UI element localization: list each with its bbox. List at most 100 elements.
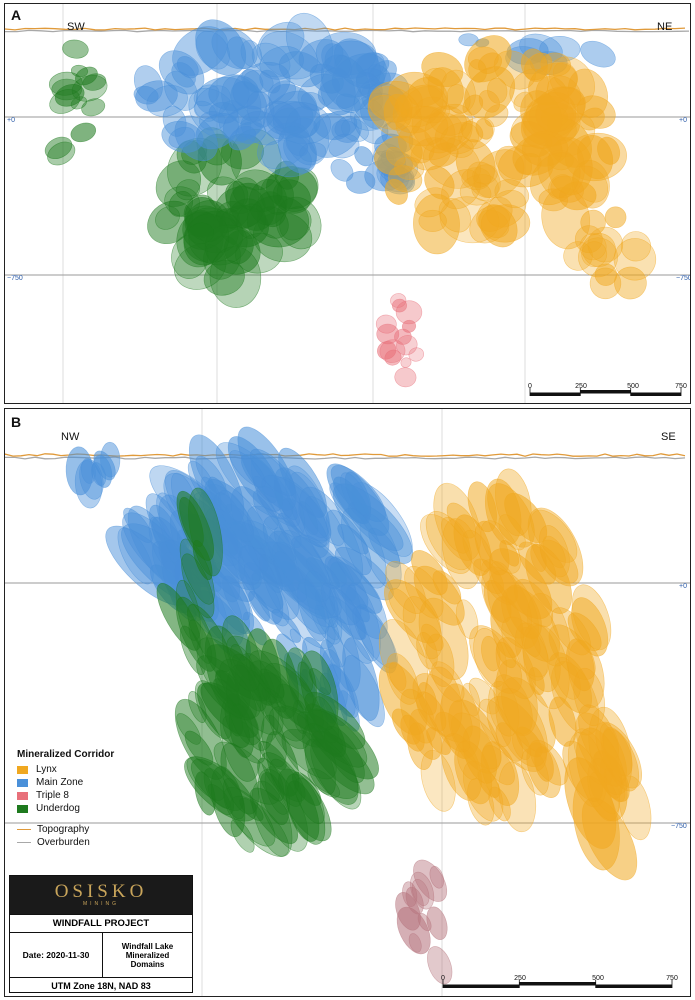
main-zone-domain: [354, 146, 374, 167]
title-block-details: Date: 2020-11-30 Windfall Lake Mineraliz…: [10, 932, 192, 977]
main-zone-domain: [261, 475, 332, 542]
section-panel-b: B NW SE +0 −750 0 250 500 750 Mineralize…: [4, 408, 691, 997]
underdog-domain: [49, 89, 81, 114]
underdog-domain: [196, 655, 257, 721]
lynx-domain: [386, 653, 419, 705]
main-zone-domain: [79, 458, 104, 500]
legend-line-swatch: [17, 829, 31, 830]
lynx-domain: [446, 502, 477, 539]
underdog-domain: [147, 200, 194, 245]
underdog-domain: [229, 198, 263, 228]
main-zone-domain: [246, 90, 275, 128]
topography-line: [5, 27, 686, 31]
map-description: Windfall Lake Mineralized Domains: [121, 941, 174, 969]
legend-label: Lynx: [36, 764, 57, 775]
scale-label-250: 250: [514, 975, 526, 982]
legend-swatch: [17, 804, 28, 813]
legend-item-underdog: Underdog: [17, 802, 217, 815]
lynx-domain: [501, 616, 550, 678]
map-date: Date: 2020-11-30: [10, 933, 103, 977]
underdog-domain: [276, 167, 319, 212]
legend-line-swatch: [17, 842, 31, 843]
underdog-domain: [188, 691, 207, 723]
triple-8-domain: [427, 946, 453, 985]
elevation-label-0-right: +0: [679, 583, 687, 590]
underdog-domain: [54, 83, 85, 107]
lynx-domain: [580, 209, 606, 236]
lynx-domain: [530, 543, 547, 572]
scale-bar-segment: [530, 393, 581, 396]
main-zone-domain: [330, 159, 354, 182]
lynx-domain: [378, 619, 429, 700]
main-zone-domain: [164, 70, 198, 111]
underdog-domain: [309, 668, 331, 695]
lynx-domain: [388, 661, 407, 691]
main-zone-domain: [341, 118, 369, 142]
underdog-domain: [226, 664, 265, 746]
lynx-domain: [521, 748, 549, 796]
underdog-domain: [259, 668, 285, 699]
underdog-domain: [155, 206, 180, 230]
lynx-domain: [501, 677, 556, 754]
main-zone-domain: [273, 551, 307, 603]
lynx-domain: [604, 206, 627, 229]
elevation-label-0-left: +0: [7, 117, 15, 124]
lynx-domain: [440, 517, 470, 554]
lynx-domain: [468, 677, 500, 715]
lynx-domain: [522, 623, 561, 693]
underdog-domain: [257, 206, 289, 239]
main-zone-domain: [580, 40, 616, 68]
scale-label-0: 0: [441, 975, 445, 982]
legend-label: Underdog: [36, 803, 80, 814]
scale-label-250: 250: [575, 383, 587, 390]
main-zone-domain: [176, 56, 199, 79]
underdog-domain: [257, 757, 285, 802]
company-logo: OSISKO MINING: [10, 876, 192, 914]
main-zone-domain: [218, 489, 254, 543]
main-zone-domain: [174, 115, 218, 162]
lynx-domain: [478, 698, 512, 747]
legend-item-lynx: Lynx: [17, 763, 217, 776]
underdog-domain: [156, 583, 201, 651]
main-zone-domain: [195, 30, 231, 70]
triple-8-domain: [411, 879, 430, 906]
triple-8-domain: [413, 859, 448, 902]
lynx-domain: [374, 135, 423, 176]
logo-subtitle: MINING: [82, 901, 120, 907]
legend-label: Topography: [37, 824, 90, 835]
underdog-domain: [175, 596, 217, 672]
main-zone-domain: [195, 19, 247, 76]
lynx-domain: [542, 535, 566, 569]
underdog-domain: [70, 64, 89, 78]
underdog-domain: [184, 730, 214, 766]
legend-line-overburden: Overburden: [17, 836, 217, 849]
scale-bar-segment: [595, 985, 672, 988]
main-zone-domain: [243, 70, 274, 93]
underdog-domain: [82, 73, 107, 91]
triple-8-domain: [394, 367, 417, 388]
lynx-domain: [614, 266, 647, 300]
underdog-domain: [307, 709, 368, 768]
underdog-domain: [213, 741, 280, 805]
underdog-domain: [220, 742, 259, 815]
main-zone-domain: [331, 119, 360, 143]
lynx-domain: [477, 52, 503, 74]
main-zone-domain: [92, 454, 113, 488]
direction-sw-label: SW: [67, 21, 85, 33]
lynx-domain: [462, 725, 498, 784]
main-zone-domain: [326, 663, 359, 718]
underdog-domain: [187, 222, 214, 245]
underdog-domain: [184, 756, 257, 822]
main-zone-domain: [298, 39, 344, 74]
lynx-domain: [395, 94, 413, 118]
lynx-domain: [538, 188, 569, 212]
main-zone-domain: [337, 523, 369, 555]
scale-label-750: 750: [666, 975, 678, 982]
underdog-domain: [221, 615, 262, 692]
main-zone-domain: [168, 126, 196, 149]
lynx-domain: [411, 550, 448, 596]
lynx-domain: [458, 116, 495, 150]
title-block: OSISKO MINING WINDFALL PROJECT Date: 202…: [9, 875, 193, 993]
main-zone-domain: [133, 85, 159, 105]
triple-8-domain: [426, 906, 448, 941]
